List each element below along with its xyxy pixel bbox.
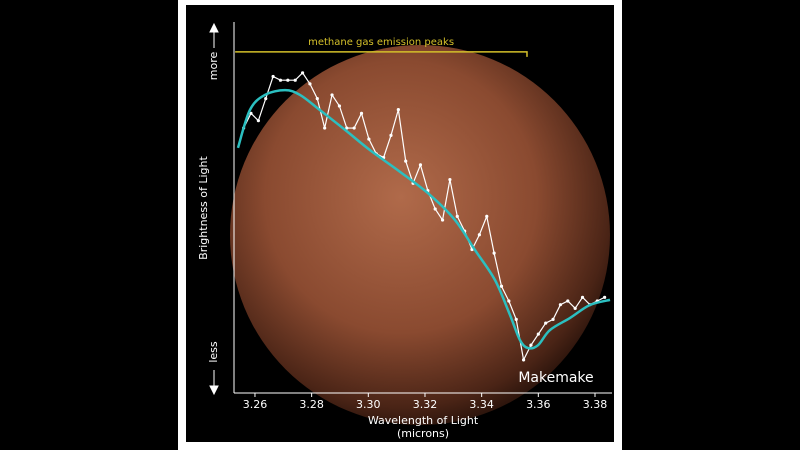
data-point — [352, 126, 356, 130]
x-axis-unit: (microns) — [397, 427, 449, 440]
data-point — [507, 299, 511, 303]
data-point — [558, 303, 563, 307]
x-axis-label: Wavelength of Light — [368, 414, 479, 427]
series-line — [236, 88, 611, 350]
annotation-text: methane gas emission peaks — [308, 37, 454, 48]
data-point — [345, 126, 349, 130]
x-tick-label: 3.32 — [413, 398, 438, 411]
data-point — [521, 358, 526, 362]
data-point — [389, 133, 393, 137]
data-point — [337, 104, 342, 108]
data-point — [249, 111, 253, 115]
data-point — [418, 163, 423, 167]
y-arrows — [209, 22, 219, 396]
data-point — [359, 111, 364, 115]
data-point — [293, 78, 297, 82]
x-tick-label: 3.38 — [583, 398, 608, 411]
data-point — [492, 251, 496, 255]
data-point — [448, 177, 452, 182]
series-line — [243, 71, 605, 362]
data-point — [278, 78, 283, 82]
data-point — [271, 74, 275, 79]
data-point — [551, 317, 555, 321]
data-point — [455, 214, 459, 218]
y-bottom-label: less — [207, 341, 220, 363]
data-point — [308, 82, 312, 86]
planet-image — [230, 45, 610, 425]
data-point — [529, 343, 533, 347]
x-tick-label: 3.36 — [526, 398, 551, 411]
data-point — [433, 207, 437, 211]
data-point — [315, 97, 319, 101]
object-label: Makemake — [518, 370, 593, 386]
y-axis-label: Brightness of Light — [197, 155, 210, 259]
data-point — [485, 214, 489, 218]
x-tick-label: 3.34 — [469, 398, 494, 411]
data-point — [264, 97, 268, 101]
x-tick-label: 3.30 — [356, 398, 381, 411]
data-point — [330, 93, 334, 97]
data-point — [544, 321, 548, 325]
data-point — [286, 78, 290, 82]
annotation-bracket — [235, 51, 528, 57]
x-tick-label: 3.28 — [299, 398, 324, 411]
data-point — [603, 295, 607, 299]
data-point — [300, 71, 305, 75]
data-point — [514, 317, 518, 321]
data-point — [367, 137, 371, 141]
data-point — [256, 119, 260, 123]
data-point — [499, 284, 504, 288]
x-tick-label: 3.26 — [243, 398, 268, 411]
data-point — [404, 159, 408, 163]
data-point — [440, 218, 445, 222]
data-point — [580, 295, 585, 299]
y-top-label: more — [207, 52, 220, 81]
data-point — [573, 306, 577, 310]
data-point — [396, 108, 400, 112]
data-point — [477, 233, 481, 237]
data-point — [536, 332, 540, 336]
data-point — [323, 126, 327, 130]
data-point — [566, 299, 570, 303]
